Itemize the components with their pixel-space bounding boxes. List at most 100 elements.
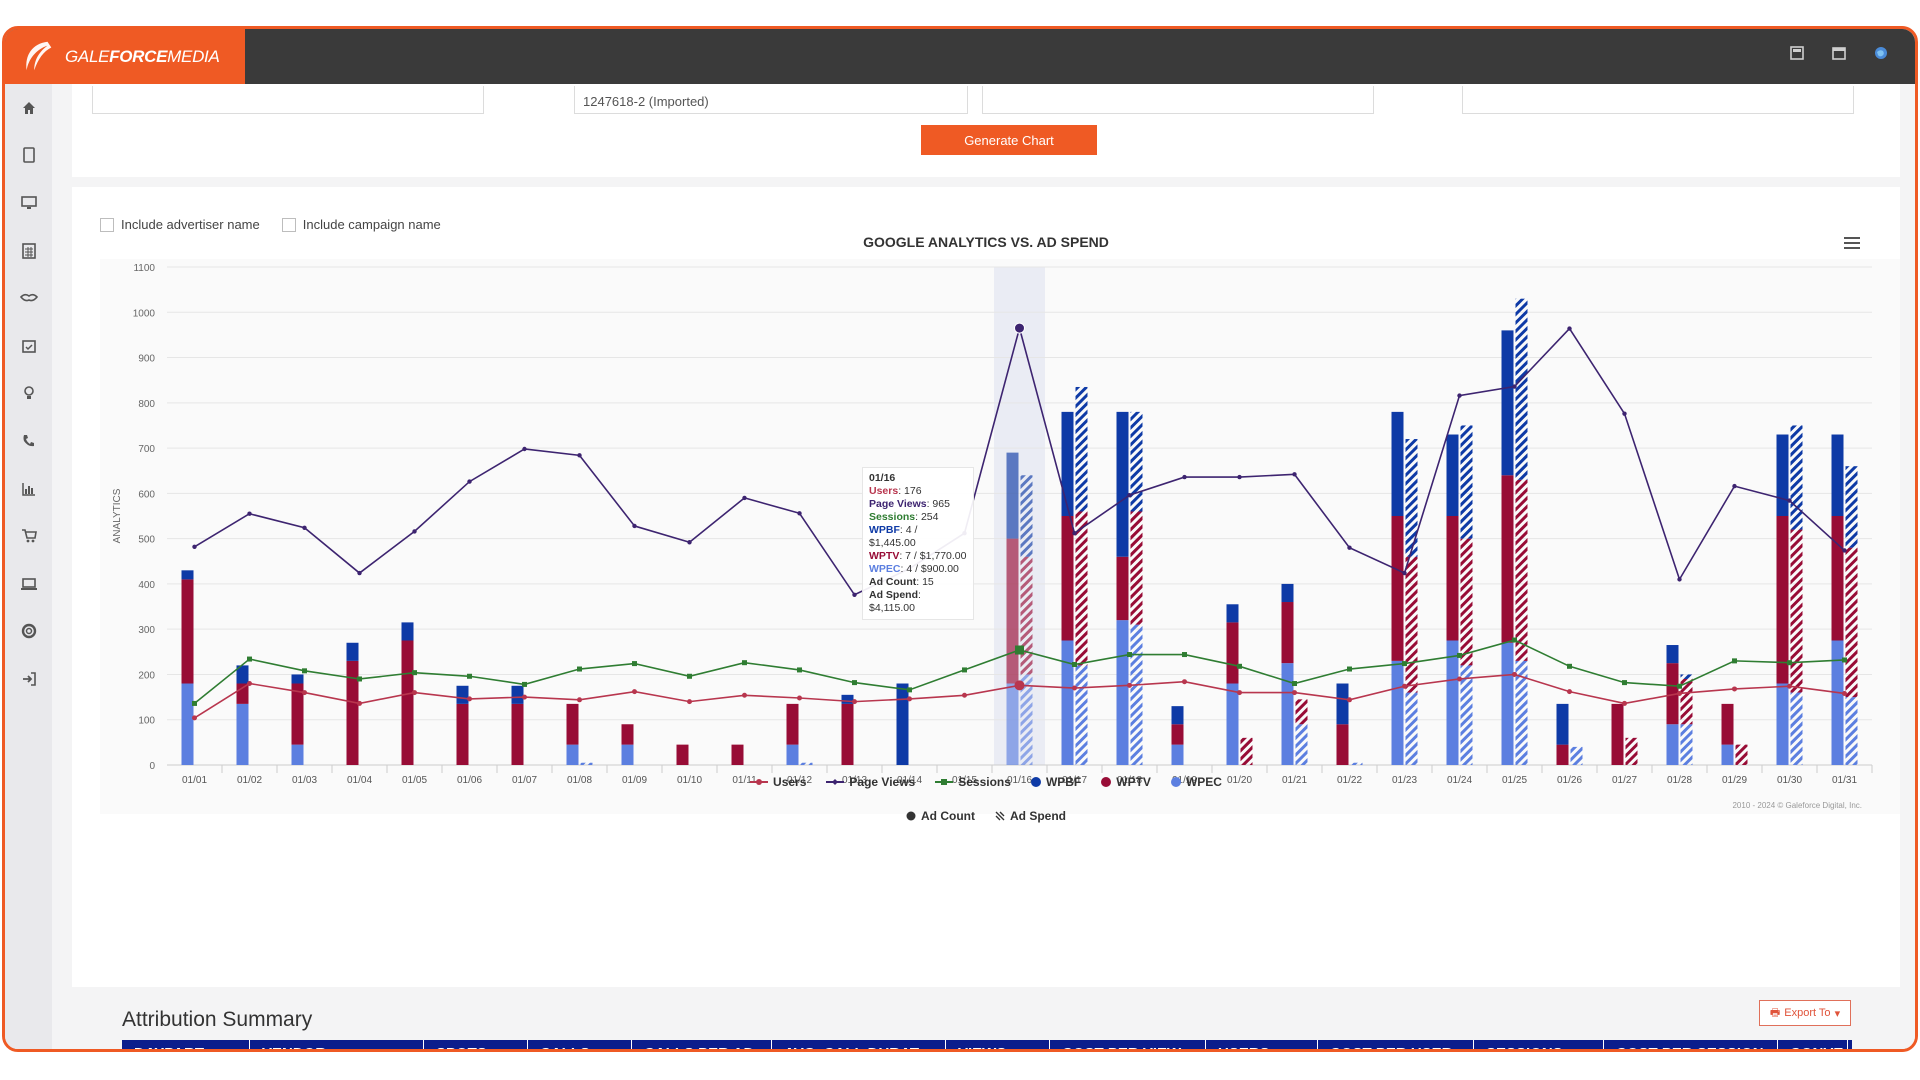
laptop-icon[interactable] bbox=[5, 560, 52, 608]
ad-spend-bar-wpec bbox=[1295, 724, 1308, 765]
column-header[interactable]: CALLS bbox=[528, 1040, 632, 1049]
tooltip-wpec-label: WPEC bbox=[869, 563, 901, 575]
ad-count-bar-wpbf bbox=[1281, 583, 1294, 603]
ad-count-bar-wptv bbox=[566, 703, 579, 745]
column-header[interactable]: AVG. CALL DURAT... bbox=[772, 1040, 946, 1049]
campaign-select[interactable]: 1247618-2 (Imported) bbox=[574, 86, 968, 114]
lifebuoy-icon[interactable] bbox=[5, 608, 52, 656]
column-header[interactable]: COST PER VIEW bbox=[1050, 1040, 1206, 1049]
checkbox-box[interactable] bbox=[281, 217, 296, 232]
page-views-point bbox=[797, 511, 802, 516]
users-point bbox=[1622, 700, 1627, 706]
calculator-icon[interactable] bbox=[5, 227, 52, 275]
ad-spend-bar-wptv bbox=[1295, 699, 1308, 725]
cart-icon[interactable] bbox=[5, 512, 52, 560]
tablet-icon[interactable] bbox=[5, 132, 52, 180]
filter-field-3[interactable] bbox=[982, 86, 1374, 114]
ad-spend-bar-wpbf bbox=[1020, 475, 1033, 557]
bar-chart-icon[interactable] bbox=[5, 465, 52, 513]
column-header[interactable]: COST PER USER bbox=[1318, 1040, 1474, 1049]
column-header[interactable]: USERS bbox=[1206, 1040, 1318, 1049]
ad-spend-bar-wpec bbox=[1350, 762, 1363, 765]
brand-logo[interactable]: GALEFORCEMEDIA bbox=[5, 29, 245, 84]
ad-spend-bar-wptv bbox=[1020, 556, 1033, 675]
ad-spend-bar-wptv bbox=[1515, 479, 1528, 661]
chart-legend: Users Page Views Sessions WPBF WPTV WPEC bbox=[72, 775, 1900, 789]
monitor-icon[interactable] bbox=[5, 179, 52, 227]
include-advertiser-checkbox[interactable]: Include advertiser name bbox=[100, 217, 260, 232]
sessions-point bbox=[577, 666, 582, 672]
x-tick-label: 01/16 bbox=[1007, 775, 1032, 786]
y-tick-label: 300 bbox=[138, 625, 155, 636]
x-tick-label: 01/09 bbox=[622, 775, 647, 786]
legend-sessions[interactable]: Sessions bbox=[935, 775, 1011, 789]
tooltip-adcount-label: Ad Count bbox=[869, 576, 917, 588]
ad-spend-bar-wpbf bbox=[1075, 386, 1088, 512]
include-campaign-checkbox[interactable]: Include campaign name bbox=[281, 217, 441, 232]
ad-count-bar-wptv bbox=[1831, 516, 1844, 641]
users-point bbox=[1677, 690, 1682, 696]
sessions-point bbox=[852, 680, 857, 686]
ad-spend-bar-wpec bbox=[1130, 624, 1143, 765]
column-header[interactable]: VENDOR bbox=[250, 1040, 424, 1049]
x-tick-label: 01/20 bbox=[1227, 775, 1252, 786]
legend-ad-spend[interactable]: Ad Spend bbox=[995, 809, 1066, 823]
page-views-point bbox=[1677, 577, 1682, 582]
sessions-point bbox=[357, 676, 362, 682]
users-point bbox=[1732, 686, 1737, 692]
sessions-point bbox=[1015, 645, 1024, 655]
tooltip-pageviews-label: Page Views bbox=[869, 498, 927, 510]
sign-out-icon[interactable] bbox=[5, 655, 52, 703]
brand-name: GALEFORCEMEDIA bbox=[65, 46, 220, 66]
page-views-point bbox=[1622, 411, 1627, 416]
chart-menu-icon[interactable] bbox=[1844, 237, 1860, 251]
include-campaign-label: Include campaign name bbox=[302, 217, 441, 232]
home-icon[interactable] bbox=[5, 84, 52, 132]
globe-icon[interactable] bbox=[1873, 45, 1889, 61]
ad-spend-bar-wpbf bbox=[1460, 425, 1473, 539]
sidebar bbox=[5, 84, 52, 1049]
page-views-point bbox=[1014, 322, 1025, 334]
phone-icon[interactable] bbox=[5, 417, 52, 465]
legend-wpec[interactable]: WPEC bbox=[1170, 775, 1222, 789]
column-header[interactable]: SESSIONS bbox=[1474, 1040, 1604, 1049]
calendar-check-icon[interactable] bbox=[5, 322, 52, 370]
ad-count-bar-wpbf bbox=[841, 694, 854, 704]
checkbox-box[interactable] bbox=[100, 217, 114, 232]
ad-count-bar-wptv bbox=[1446, 516, 1459, 641]
legend-wptv[interactable]: WPTV bbox=[1101, 775, 1151, 789]
tooltip-sessions-label: Sessions bbox=[869, 511, 916, 523]
calendar-icon[interactable] bbox=[1831, 45, 1847, 61]
x-tick-label: 01/01 bbox=[182, 775, 207, 786]
legend-wpbf[interactable]: WPBF bbox=[1030, 775, 1081, 789]
export-to-button[interactable]: 🖶 Export To ▾ bbox=[1759, 1000, 1851, 1026]
page-views-point bbox=[632, 523, 637, 529]
sessions-point bbox=[1622, 680, 1627, 686]
users-point bbox=[797, 695, 802, 701]
lightbulb-icon[interactable] bbox=[5, 370, 52, 418]
legend-users[interactable]: Users bbox=[750, 775, 806, 789]
x-tick-label: 01/30 bbox=[1777, 775, 1802, 786]
column-header[interactable]: COST PER SESSION bbox=[1604, 1040, 1778, 1049]
users-point bbox=[962, 692, 967, 698]
galeforce-logo-icon bbox=[26, 41, 52, 70]
sessions-point bbox=[1237, 663, 1242, 669]
ad-count-bar-wpbf bbox=[1061, 411, 1074, 516]
page-views-point bbox=[1787, 498, 1792, 503]
ad-spend-bar-wpec bbox=[1075, 665, 1088, 765]
calculator-icon[interactable] bbox=[1789, 45, 1805, 61]
generate-chart-button[interactable]: Generate Chart bbox=[921, 125, 1097, 155]
filter-field-4[interactable] bbox=[1462, 86, 1854, 114]
legend-ad-count[interactable]: Ad Count bbox=[906, 809, 975, 823]
users-point bbox=[522, 694, 527, 700]
column-header[interactable]: VIEWS bbox=[946, 1040, 1050, 1049]
y-tick-label: 1100 bbox=[133, 263, 155, 274]
column-header[interactable]: CONVE bbox=[1778, 1040, 1848, 1049]
legend-page-views[interactable]: Page Views bbox=[826, 775, 915, 789]
filter-field-1[interactable] bbox=[92, 86, 484, 114]
ad-spend-bar-wpec bbox=[1515, 660, 1528, 765]
column-header[interactable]: DAYPART bbox=[122, 1040, 250, 1049]
handshake-icon[interactable] bbox=[5, 274, 52, 322]
column-header[interactable]: CALLS PER AD bbox=[632, 1040, 772, 1049]
column-header[interactable]: SPOTS bbox=[424, 1040, 528, 1049]
